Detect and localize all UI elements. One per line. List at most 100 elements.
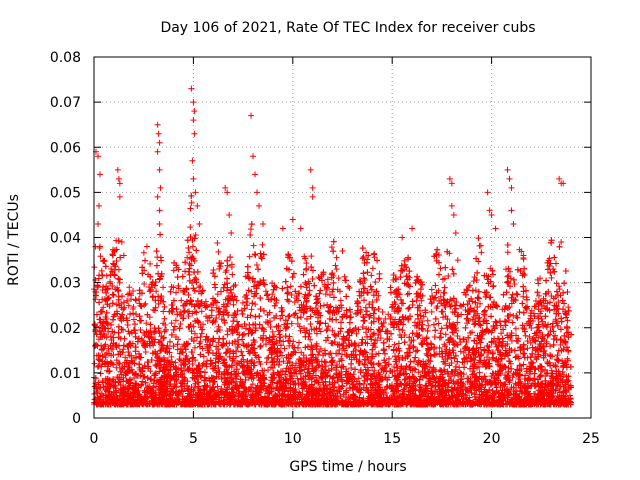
scatter-point (271, 333, 278, 340)
scatter-point (252, 301, 259, 308)
scatter-point (368, 272, 375, 279)
scatter-point (522, 332, 529, 339)
scatter-point (174, 346, 181, 353)
scatter-point (189, 243, 196, 250)
scatter-point (173, 289, 180, 296)
scatter-point (344, 353, 351, 360)
scatter-point (262, 288, 269, 295)
scatter-point (143, 243, 150, 250)
scatter-point (333, 266, 340, 273)
scatter-point (198, 330, 205, 337)
scatter-point (120, 299, 127, 306)
scatter-point (160, 284, 167, 291)
scatter-point (477, 300, 484, 307)
scatter-point (190, 285, 197, 292)
scatter-point (436, 344, 443, 351)
scatter-point (511, 280, 518, 287)
scatter-point (215, 339, 222, 346)
scatter-point (372, 279, 379, 286)
scatter-point (317, 303, 324, 310)
scatter-point (332, 262, 339, 269)
scatter-point (472, 287, 479, 294)
scatter-point (185, 292, 192, 299)
scatter-point (259, 241, 266, 248)
scatter-point (379, 308, 386, 315)
scatter-point (369, 265, 376, 272)
scatter-point (313, 330, 320, 337)
scatter-point (130, 316, 137, 323)
scatter-point (424, 317, 431, 324)
scatter-point (529, 344, 536, 351)
scatter-point (214, 291, 221, 298)
scatter-point (186, 271, 193, 278)
scatter-point (512, 325, 519, 332)
scatter-point (280, 338, 287, 345)
scatter-point (338, 351, 345, 358)
scatter-point (325, 323, 332, 330)
scatter-point (138, 303, 145, 310)
scatter-point (534, 276, 541, 283)
scatter-point (118, 371, 125, 378)
scatter-point (172, 359, 179, 366)
scatter-point (126, 284, 133, 291)
scatter-point (247, 226, 254, 233)
scatter-point (203, 313, 210, 320)
scatter-point (252, 252, 259, 259)
scatter-point (189, 360, 196, 367)
scatter-point (400, 300, 407, 307)
scatter-point (493, 319, 500, 326)
scatter-point (197, 283, 204, 290)
scatter-point (287, 283, 294, 290)
scatter-point (559, 357, 566, 364)
scatter-point (548, 274, 555, 281)
scatter-point (257, 250, 264, 257)
scatter-point (303, 260, 310, 267)
scatter-point (346, 285, 353, 292)
scatter-point (147, 260, 154, 267)
scatter-point (141, 302, 148, 309)
scatter-point (338, 355, 345, 362)
scatter-point (139, 378, 146, 385)
scatter-point (488, 373, 495, 380)
scatter-point (317, 328, 324, 335)
scatter-point (178, 297, 185, 304)
scatter-point (385, 311, 392, 318)
scatter-point (113, 364, 120, 371)
scatter-point (248, 288, 255, 295)
scatter-point (153, 288, 160, 295)
scatter-point (375, 350, 382, 357)
scatter-point (113, 357, 120, 364)
scatter-point (230, 374, 237, 381)
scatter-point (120, 346, 127, 353)
scatter-point (435, 320, 442, 327)
scatter-point (203, 363, 210, 370)
scatter-point (216, 265, 223, 272)
scatter-point (339, 314, 346, 321)
scatter-point (214, 239, 221, 246)
scatter-point (445, 273, 452, 280)
scatter-point (142, 348, 149, 355)
scatter-point (193, 309, 200, 316)
scatter-point (161, 315, 168, 322)
scatter-point (437, 265, 444, 272)
scatter-point (330, 307, 337, 314)
scatter-point (415, 369, 422, 376)
scatter-point (185, 312, 192, 319)
scatter-point (198, 308, 205, 315)
scatter-point (308, 253, 315, 260)
scatter-point (191, 344, 198, 351)
scatter-point (402, 375, 409, 382)
scatter-point (407, 342, 414, 349)
scatter-point (280, 358, 287, 365)
scatter-point (499, 335, 506, 342)
scatter-point (322, 291, 329, 298)
scatter-point (527, 339, 534, 346)
scatter-point (478, 249, 485, 256)
scatter-point (504, 249, 511, 256)
scatter-point (239, 299, 246, 306)
scatter-point (296, 323, 303, 330)
scatter-point (242, 325, 249, 332)
scatter-point (440, 314, 447, 321)
scatter-point (420, 313, 427, 320)
